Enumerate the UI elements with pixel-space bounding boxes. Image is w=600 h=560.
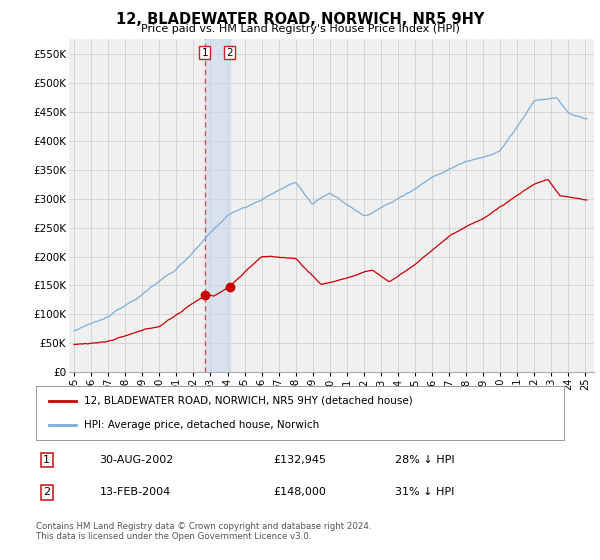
Text: 12, BLADEWATER ROAD, NORWICH, NR5 9HY: 12, BLADEWATER ROAD, NORWICH, NR5 9HY: [116, 12, 484, 27]
Bar: [205, 39, 230, 372]
Text: 1: 1: [43, 455, 50, 465]
Text: Contains HM Land Registry data © Crown copyright and database right 2024.
This d: Contains HM Land Registry data © Crown c…: [36, 522, 371, 542]
Text: Price paid vs. HM Land Registry's House Price Index (HPI): Price paid vs. HM Land Registry's House …: [140, 24, 460, 34]
Text: £148,000: £148,000: [274, 487, 326, 497]
Text: 2: 2: [43, 487, 50, 497]
Text: 28% ↓ HPI: 28% ↓ HPI: [395, 455, 455, 465]
Text: HPI: Average price, detached house, Norwich: HPI: Average price, detached house, Norw…: [83, 420, 319, 430]
Text: 31% ↓ HPI: 31% ↓ HPI: [395, 487, 454, 497]
Text: 13-FEB-2004: 13-FEB-2004: [100, 487, 170, 497]
Text: 30-AUG-2002: 30-AUG-2002: [100, 455, 174, 465]
Text: 12, BLADEWATER ROAD, NORWICH, NR5 9HY (detached house): 12, BLADEWATER ROAD, NORWICH, NR5 9HY (d…: [83, 396, 412, 406]
Text: 1: 1: [202, 48, 208, 58]
Text: 2: 2: [226, 48, 233, 58]
Text: £132,945: £132,945: [274, 455, 326, 465]
